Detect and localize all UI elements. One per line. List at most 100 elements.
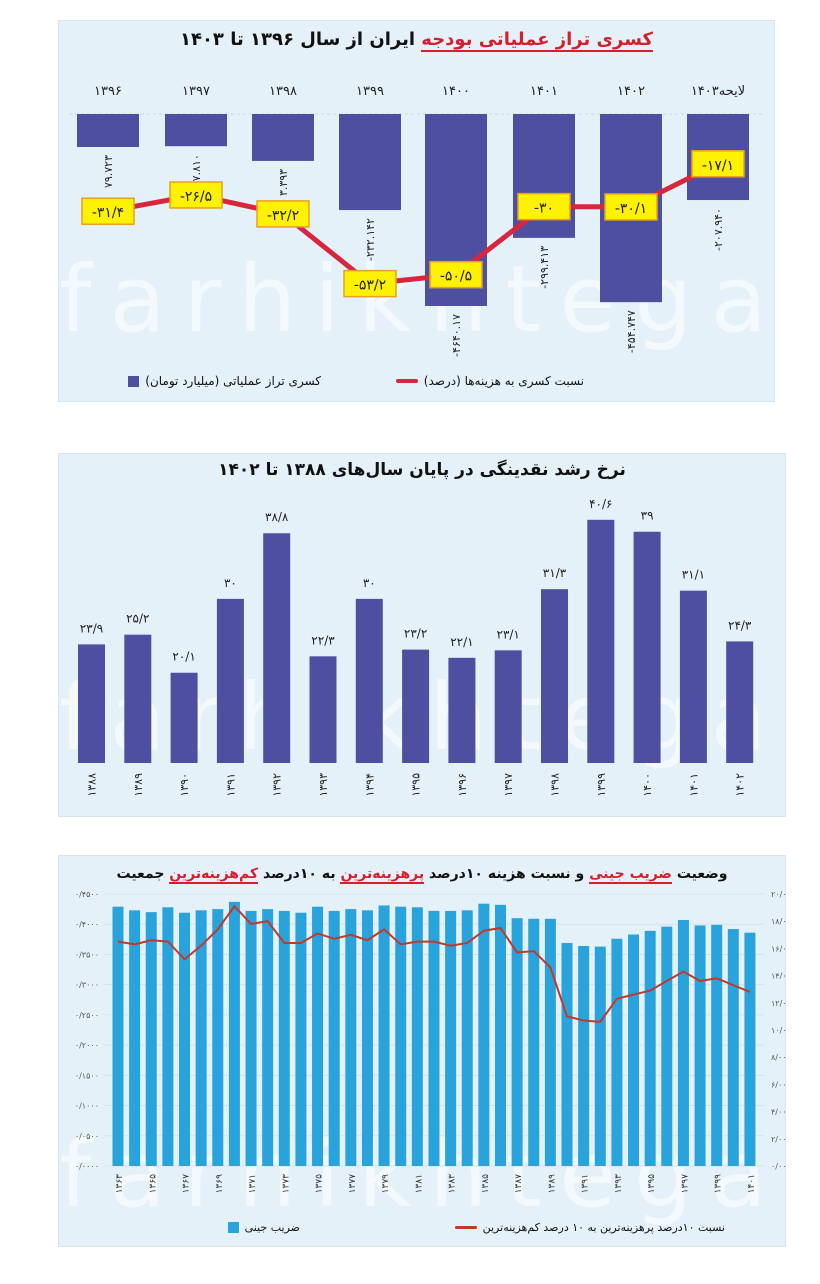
year-label: ۱۳۹۵ bbox=[647, 1174, 657, 1194]
right-axis-tick: ۱۰/۰۰ bbox=[771, 1026, 785, 1035]
gini-bar bbox=[228, 901, 240, 1166]
ratio-value-label: -۳۲/۲ bbox=[267, 208, 299, 224]
gini-bar bbox=[594, 946, 606, 1166]
year-label: ۱۳۹۵ bbox=[410, 773, 423, 797]
liquidity-value-label: ۲۳/۱ bbox=[497, 627, 520, 641]
liquidity-bar bbox=[216, 598, 244, 763]
gini-bar bbox=[395, 906, 407, 1166]
ratio-label-box bbox=[256, 200, 310, 228]
year-label: ۱۳۹۹ bbox=[595, 773, 608, 797]
deficit-value-label: -۴۶۴۰.۱۷ bbox=[450, 314, 463, 357]
year-label: ۱۳۷۱ bbox=[248, 1174, 258, 1193]
liquidity-growth-chart: ۲۳/۹ ۱۳۸۸ ۲۵/۲ ۱۳۸۹ ۲۰/۱ ۱۳۹۰ ۳۰ ۱۳۹۱ ۳۸/۸ ۱۳۹۲ ۲۲… bbox=[78, 497, 754, 797]
gini-bar bbox=[478, 903, 490, 1166]
deficit-value-label: -۴۵۴.۷۴۷ bbox=[625, 310, 638, 353]
gini-bar bbox=[328, 910, 340, 1166]
legend-bar-swatch bbox=[227, 1222, 239, 1233]
ratio-label-box bbox=[429, 260, 483, 289]
gini-bar bbox=[694, 925, 706, 1166]
gini-bar bbox=[278, 910, 290, 1166]
year-label: ۱۳۹۹ bbox=[714, 1174, 724, 1194]
title-highlight: پرهزینه‌ترین bbox=[340, 866, 425, 884]
liquidity-bar bbox=[78, 644, 105, 763]
gini-bar bbox=[661, 926, 673, 1166]
gini-bar bbox=[628, 934, 640, 1166]
gini-bar bbox=[561, 942, 573, 1166]
title-text: جمعیت bbox=[116, 866, 170, 882]
year-label: ۱۳۹۹ bbox=[356, 84, 384, 99]
expense-ratio-line bbox=[117, 904, 751, 1023]
year-label: ۱۳۷۷ bbox=[348, 1174, 358, 1194]
liquidity-value-label: ۲۲/۳ bbox=[311, 633, 335, 647]
right-axis-tick: ۱۲/۰۰ bbox=[771, 999, 785, 1008]
liquidity-bar bbox=[355, 598, 383, 763]
liquidity-bar bbox=[309, 656, 337, 763]
year-label: لایحه۱۴۰۳ bbox=[691, 84, 745, 99]
liquidity-value-label: ۳۱/۱ bbox=[682, 568, 705, 582]
ratio-value-label: -۱۷/۱ bbox=[702, 158, 734, 174]
year-label: ۱۳۹۴ bbox=[363, 773, 376, 797]
deficit-bar bbox=[252, 114, 314, 161]
year-label: ۱۳۸۵ bbox=[481, 1174, 491, 1194]
year-label: ۱۳۹۳ bbox=[614, 1174, 624, 1194]
right-axis-tick: ۱۶/۰۰ bbox=[771, 944, 785, 953]
year-label: ۱۳۹۷ bbox=[182, 84, 210, 99]
liquidity-value-label: ۳۸/۸ bbox=[265, 510, 289, 524]
liquidity-bar bbox=[263, 533, 291, 763]
left-axis-tick: ۰/۳۰۰۰ bbox=[75, 981, 99, 990]
gini-bar bbox=[345, 909, 357, 1166]
gini-bar bbox=[179, 912, 191, 1166]
year-label: ۱۳۹۸ bbox=[549, 773, 562, 797]
year-label: ۱۳۹۷ bbox=[680, 1174, 690, 1194]
liquidity-bar bbox=[448, 657, 476, 763]
liquidity-value-label: ۴۰/۶ bbox=[589, 497, 612, 511]
liquidity-value-label: ۲۰/۱ bbox=[172, 650, 195, 664]
gini-bar bbox=[644, 930, 656, 1166]
year-label: ۱۳۶۷ bbox=[182, 1174, 192, 1194]
gini-bar bbox=[162, 907, 174, 1166]
liquidity-bar bbox=[402, 649, 430, 763]
year-label: ۱۳۶۵ bbox=[148, 1174, 158, 1194]
year-label: ۱۳۹۰ bbox=[178, 773, 191, 797]
liquidity-bar bbox=[587, 519, 615, 763]
gini-bar bbox=[727, 929, 739, 1166]
liquidity-bar bbox=[726, 641, 754, 763]
year-label: ۱۳۷۹ bbox=[381, 1174, 391, 1194]
gini-bar bbox=[511, 918, 523, 1166]
gini-bar bbox=[744, 932, 756, 1166]
gini-bar bbox=[578, 945, 590, 1166]
gini-bar bbox=[129, 910, 141, 1166]
year-label: ۱۴۰۱ bbox=[747, 1174, 757, 1193]
year-label: ۱۳۹۸ bbox=[269, 84, 297, 99]
liquidity-value-label: ۳۰ bbox=[363, 576, 376, 590]
gini-bar bbox=[411, 907, 423, 1166]
gini-bar bbox=[428, 910, 440, 1166]
year-label: ۱۳۹۶ bbox=[94, 84, 122, 99]
title-highlight: ضریب جینی bbox=[589, 866, 672, 884]
budget-deficit-chart-panel: farhikhtegan کسری تراز عملیاتی بودجه ایر… bbox=[58, 20, 820, 402]
ratio-value-label: -۲۶/۵ bbox=[180, 189, 212, 205]
year-label: ۱۳۸۳ bbox=[448, 1174, 458, 1194]
gini-bar bbox=[378, 905, 390, 1166]
gini-bar bbox=[361, 910, 373, 1166]
gini-chart-panel: farhikhtegan وضعیت ضریب جینی و نسبت هزین… bbox=[58, 855, 820, 1247]
gini-bar bbox=[195, 910, 207, 1166]
deficit-value-label: -۲۹۹.۴۱۳ bbox=[538, 246, 551, 289]
liquidity-value-label: ۲۴/۳ bbox=[728, 618, 752, 632]
deficit-value-label: ۷۹.۷۲۳ bbox=[102, 155, 115, 188]
liquidity-value-label: ۲۵/۲ bbox=[126, 612, 149, 626]
left-axis-tick: ۰/۳۵۰۰ bbox=[75, 950, 99, 959]
liquidity-bar bbox=[679, 590, 707, 763]
gini-bar bbox=[445, 910, 457, 1166]
gini-bar bbox=[611, 938, 623, 1166]
liquidity-bar bbox=[124, 634, 152, 763]
ratio-label-box bbox=[169, 181, 223, 209]
legend-line: نسبت ۱۰درصد پرهزینه‌ترین به ۱۰ درصد کم‌ه… bbox=[454, 1221, 725, 1234]
deficit-value-label: ۷.۸۱۰ bbox=[190, 154, 203, 181]
ratio-value-label: -۵۳/۲ bbox=[354, 278, 386, 294]
left-axis-tick: ۰/۴۰۰۰ bbox=[75, 920, 99, 929]
gini-bar bbox=[312, 906, 324, 1166]
title-text: و نسبت هزینه ۱۰درصد bbox=[424, 866, 590, 882]
title-text: به ۱۰درصد bbox=[258, 866, 341, 882]
